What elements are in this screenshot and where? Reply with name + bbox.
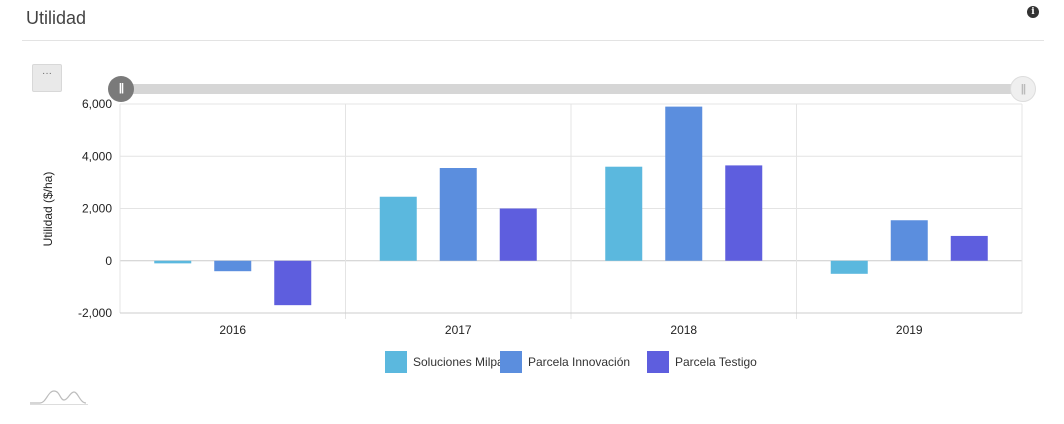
info-icon[interactable]: i (1027, 6, 1039, 18)
bar[interactable] (274, 260, 312, 306)
x-tick-label: 2019 (896, 323, 923, 337)
bar[interactable] (665, 106, 703, 261)
legend-label: Soluciones Milpa (413, 355, 504, 369)
y-tick-label: 6,000 (82, 97, 112, 111)
y-axis-label: Utilidad ($/ha) (41, 172, 55, 247)
bar[interactable] (214, 260, 252, 272)
bar[interactable] (890, 220, 928, 261)
bar[interactable] (439, 168, 477, 261)
y-tick-label: 0 (105, 254, 112, 268)
bar[interactable] (950, 235, 988, 261)
y-tick-label: 2,000 (82, 202, 112, 216)
zoom-slider-track[interactable] (120, 84, 1022, 94)
legend: Soluciones Milpa Parcela Innovación Parcel… (385, 351, 757, 373)
bar[interactable] (154, 260, 192, 264)
bar[interactable] (379, 196, 417, 261)
x-tick-label: 2016 (219, 323, 246, 337)
legend-item[interactable]: Soluciones Milpa (385, 351, 504, 373)
legend-label: Parcela Testigo (675, 355, 757, 369)
zoom-handle-left[interactable]: || (108, 76, 134, 102)
sparkline-icon (30, 390, 88, 405)
x-tick-label: 2018 (670, 323, 697, 337)
axis-layer: -2,000 0 2,000 4,000 6,000 2016 2017 2018 2019 (78, 97, 1022, 337)
x-tick-label: 2017 (445, 323, 472, 337)
bar[interactable] (499, 208, 537, 261)
legend-swatch (647, 351, 669, 373)
y-tick-label: 4,000 (82, 149, 112, 163)
chart-menu-button[interactable]: ··· (32, 64, 62, 92)
panel-title: Utilidad (26, 8, 87, 28)
title-divider (22, 40, 1044, 41)
zoom-handle-right[interactable]: || (1010, 76, 1036, 102)
bars-layer (154, 106, 988, 306)
bar[interactable] (605, 166, 643, 261)
grid-layer (119, 103, 1023, 319)
bar[interactable] (830, 260, 868, 274)
legend-swatch (500, 351, 522, 373)
bar[interactable] (725, 165, 763, 261)
legend-swatch (385, 351, 407, 373)
y-tick-label: -2,000 (78, 306, 112, 320)
legend-label: Parcela Innovación (528, 355, 630, 369)
legend-item[interactable]: Parcela Testigo (647, 351, 757, 373)
legend-item[interactable]: Parcela Innovación (500, 351, 630, 373)
